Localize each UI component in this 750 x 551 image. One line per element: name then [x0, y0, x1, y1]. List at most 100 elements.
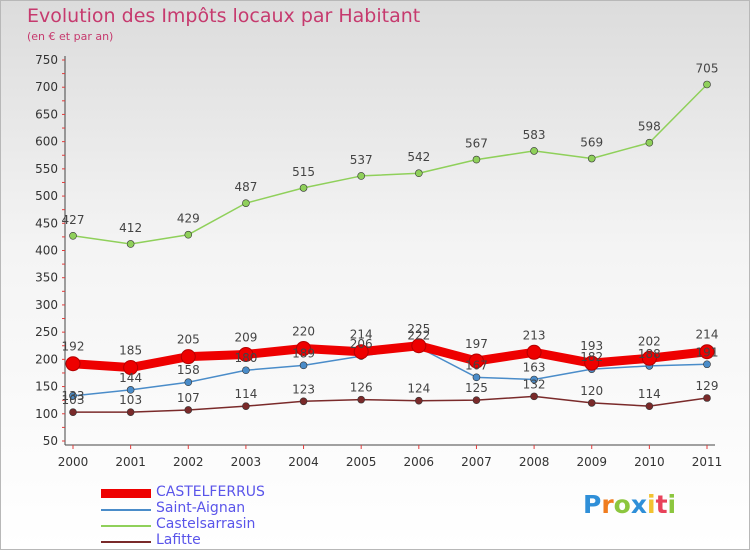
data-label: 144	[119, 371, 142, 385]
x-tick-label: 2011	[692, 455, 723, 469]
legend-label: Saint-Aignan	[156, 500, 246, 516]
series-line-castelsarrasin	[72, 83, 708, 245]
data-point	[353, 344, 369, 360]
data-point	[645, 138, 654, 147]
data-point	[123, 360, 139, 376]
y-tick-label: 650	[35, 107, 58, 121]
data-point	[472, 155, 481, 164]
data-point	[411, 338, 427, 354]
data-label: 192	[62, 340, 85, 354]
chart-subtitle: (en € et par an)	[27, 30, 114, 43]
data-label: 158	[177, 363, 200, 377]
x-tick-label: 2006	[404, 455, 435, 469]
data-label: 427	[62, 213, 85, 227]
data-point	[699, 344, 715, 360]
data-label: 129	[696, 379, 719, 393]
data-point	[296, 340, 312, 356]
data-point	[703, 394, 711, 402]
data-point	[703, 80, 711, 89]
data-label: 583	[523, 128, 546, 142]
data-point	[184, 230, 193, 239]
data-point	[126, 386, 135, 394]
series-line-castelferrus	[68, 341, 712, 373]
data-point	[299, 361, 308, 370]
y-tick-label: 100	[35, 407, 58, 421]
data-point	[415, 396, 423, 405]
data-label: 197	[465, 337, 488, 351]
legend-label: Lafitte	[156, 532, 201, 548]
data-label: 114	[234, 387, 257, 401]
data-label: 569	[580, 136, 603, 150]
data-point	[472, 396, 481, 404]
legend-item: Saint-Aignan	[101, 500, 361, 517]
legend-item: Lafitte	[101, 532, 361, 549]
data-label: 205	[177, 333, 200, 347]
data-label: 487	[234, 180, 257, 194]
data-point	[357, 395, 365, 404]
data-label: 209	[234, 330, 257, 344]
data-label: 167	[465, 358, 488, 372]
data-point	[415, 169, 423, 178]
legend-swatch	[101, 541, 151, 543]
data-point	[472, 373, 481, 382]
data-label: 103	[119, 393, 142, 407]
x-tick-label: 2003	[231, 455, 262, 469]
data-label: 213	[523, 328, 546, 342]
data-label: 537	[350, 153, 373, 167]
data-label: 103	[62, 393, 85, 407]
data-label: 163	[523, 360, 546, 374]
y-tick-label: 500	[35, 189, 58, 203]
data-label: 202	[638, 334, 661, 348]
y-tick-label: 300	[35, 298, 58, 312]
data-label: 123	[292, 382, 315, 396]
data-label: 191	[696, 345, 719, 359]
data-point	[357, 172, 365, 180]
x-tick-label: 2004	[288, 455, 319, 469]
data-point	[703, 360, 711, 369]
x-tick-label: 2005	[346, 455, 377, 469]
x-tick-label: 2010	[634, 455, 665, 469]
data-point	[530, 147, 538, 155]
y-tick-label: 350	[35, 271, 58, 285]
data-label: 120	[580, 384, 603, 398]
axes: 50 100 150 200 250 300 350 400 450 500 550 600 650 70…	[35, 53, 722, 469]
y-tick-label: 600	[35, 135, 58, 149]
series-layer	[65, 80, 715, 416]
x-tick-label: 2000	[58, 455, 89, 469]
series-line-saint-aignan	[72, 346, 708, 397]
x-tick-label: 2002	[173, 455, 204, 469]
data-label: 193	[580, 339, 603, 353]
data-label: 429	[177, 212, 200, 226]
data-point	[242, 199, 250, 207]
data-label: 412	[119, 221, 142, 235]
legend-label: Castelsarrasin	[156, 516, 256, 532]
data-point	[65, 356, 81, 372]
data-label: 542	[407, 150, 430, 164]
data-point	[238, 346, 254, 362]
data-label: 182	[580, 350, 603, 364]
data-point	[184, 406, 193, 414]
x-tick-label: 2009	[576, 455, 607, 469]
data-point	[299, 397, 308, 406]
data-label: 206	[350, 337, 373, 351]
data-label: 125	[465, 381, 488, 395]
data-point	[180, 349, 196, 365]
data-label: 705	[696, 61, 719, 75]
data-point	[69, 392, 77, 400]
legend-swatch	[101, 509, 151, 511]
y-tick-label: 750	[35, 53, 58, 67]
data-label: 180	[234, 351, 257, 365]
data-label: 220	[292, 324, 315, 338]
x-tick-label: 2001	[115, 455, 146, 469]
data-label: 185	[119, 344, 142, 358]
data-point	[530, 392, 538, 401]
legend-swatch	[101, 489, 151, 498]
data-point	[184, 378, 193, 387]
data-label: 124	[407, 382, 430, 396]
data-label: 598	[638, 120, 661, 134]
data-point	[242, 366, 250, 375]
data-label: 214	[350, 328, 373, 342]
data-point	[641, 350, 657, 366]
